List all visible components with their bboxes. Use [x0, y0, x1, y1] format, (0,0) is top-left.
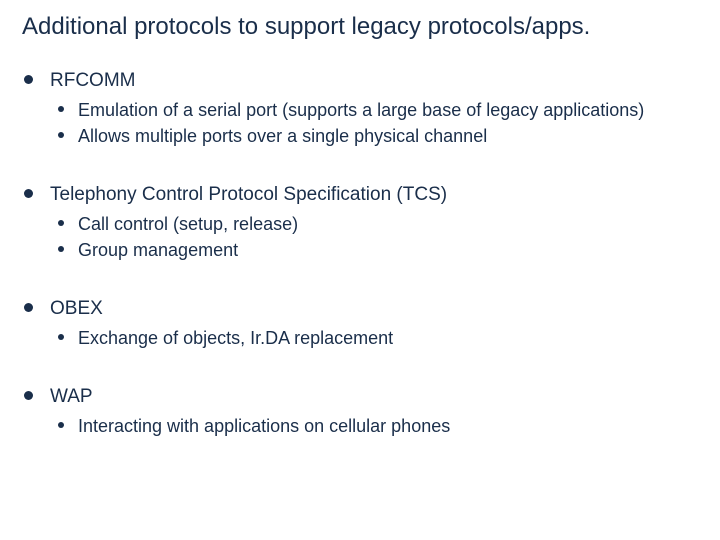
- bullet-list: RFCOMM Emulation of a serial port (suppo…: [22, 68, 698, 438]
- sub-item: Emulation of a serial port (supports a l…: [58, 98, 698, 122]
- item-label: Telephony Control Protocol Specification…: [50, 182, 698, 208]
- bullet-icon: [58, 422, 64, 428]
- bullet-icon: [24, 391, 33, 400]
- sub-item-text: Exchange of objects, Ir.DA replacement: [78, 328, 393, 348]
- list-item: WAP Interacting with applications on cel…: [24, 384, 698, 438]
- list-item: Telephony Control Protocol Specification…: [24, 182, 698, 262]
- sub-list: Exchange of objects, Ir.DA replacement: [50, 326, 698, 350]
- item-label: WAP: [50, 384, 698, 410]
- sub-item: Call control (setup, release): [58, 212, 698, 236]
- slide-title: Additional protocols to support legacy p…: [22, 12, 698, 42]
- bullet-icon: [24, 75, 33, 84]
- sub-item-text: Interacting with applications on cellula…: [78, 416, 450, 436]
- sub-item-text: Emulation of a serial port (supports a l…: [78, 100, 644, 120]
- bullet-icon: [58, 246, 64, 252]
- item-label: OBEX: [50, 296, 698, 322]
- bullet-icon: [24, 189, 33, 198]
- list-item: OBEX Exchange of objects, Ir.DA replacem…: [24, 296, 698, 350]
- bullet-icon: [58, 106, 64, 112]
- sub-item: Exchange of objects, Ir.DA replacement: [58, 326, 698, 350]
- sub-item-text: Call control (setup, release): [78, 214, 298, 234]
- bullet-icon: [58, 334, 64, 340]
- sub-list: Emulation of a serial port (supports a l…: [50, 98, 698, 149]
- bullet-icon: [24, 303, 33, 312]
- sub-item-text: Group management: [78, 240, 238, 260]
- sub-item: Group management: [58, 238, 698, 262]
- sub-item: Allows multiple ports over a single phys…: [58, 124, 698, 148]
- item-label: RFCOMM: [50, 68, 698, 94]
- list-item: RFCOMM Emulation of a serial port (suppo…: [24, 68, 698, 148]
- bullet-icon: [58, 220, 64, 226]
- bullet-icon: [58, 132, 64, 138]
- sub-item: Interacting with applications on cellula…: [58, 414, 698, 438]
- sub-list: Call control (setup, release) Group mana…: [50, 212, 698, 263]
- sub-item-text: Allows multiple ports over a single phys…: [78, 126, 487, 146]
- slide: Additional protocols to support legacy p…: [0, 0, 720, 460]
- sub-list: Interacting with applications on cellula…: [50, 414, 698, 438]
